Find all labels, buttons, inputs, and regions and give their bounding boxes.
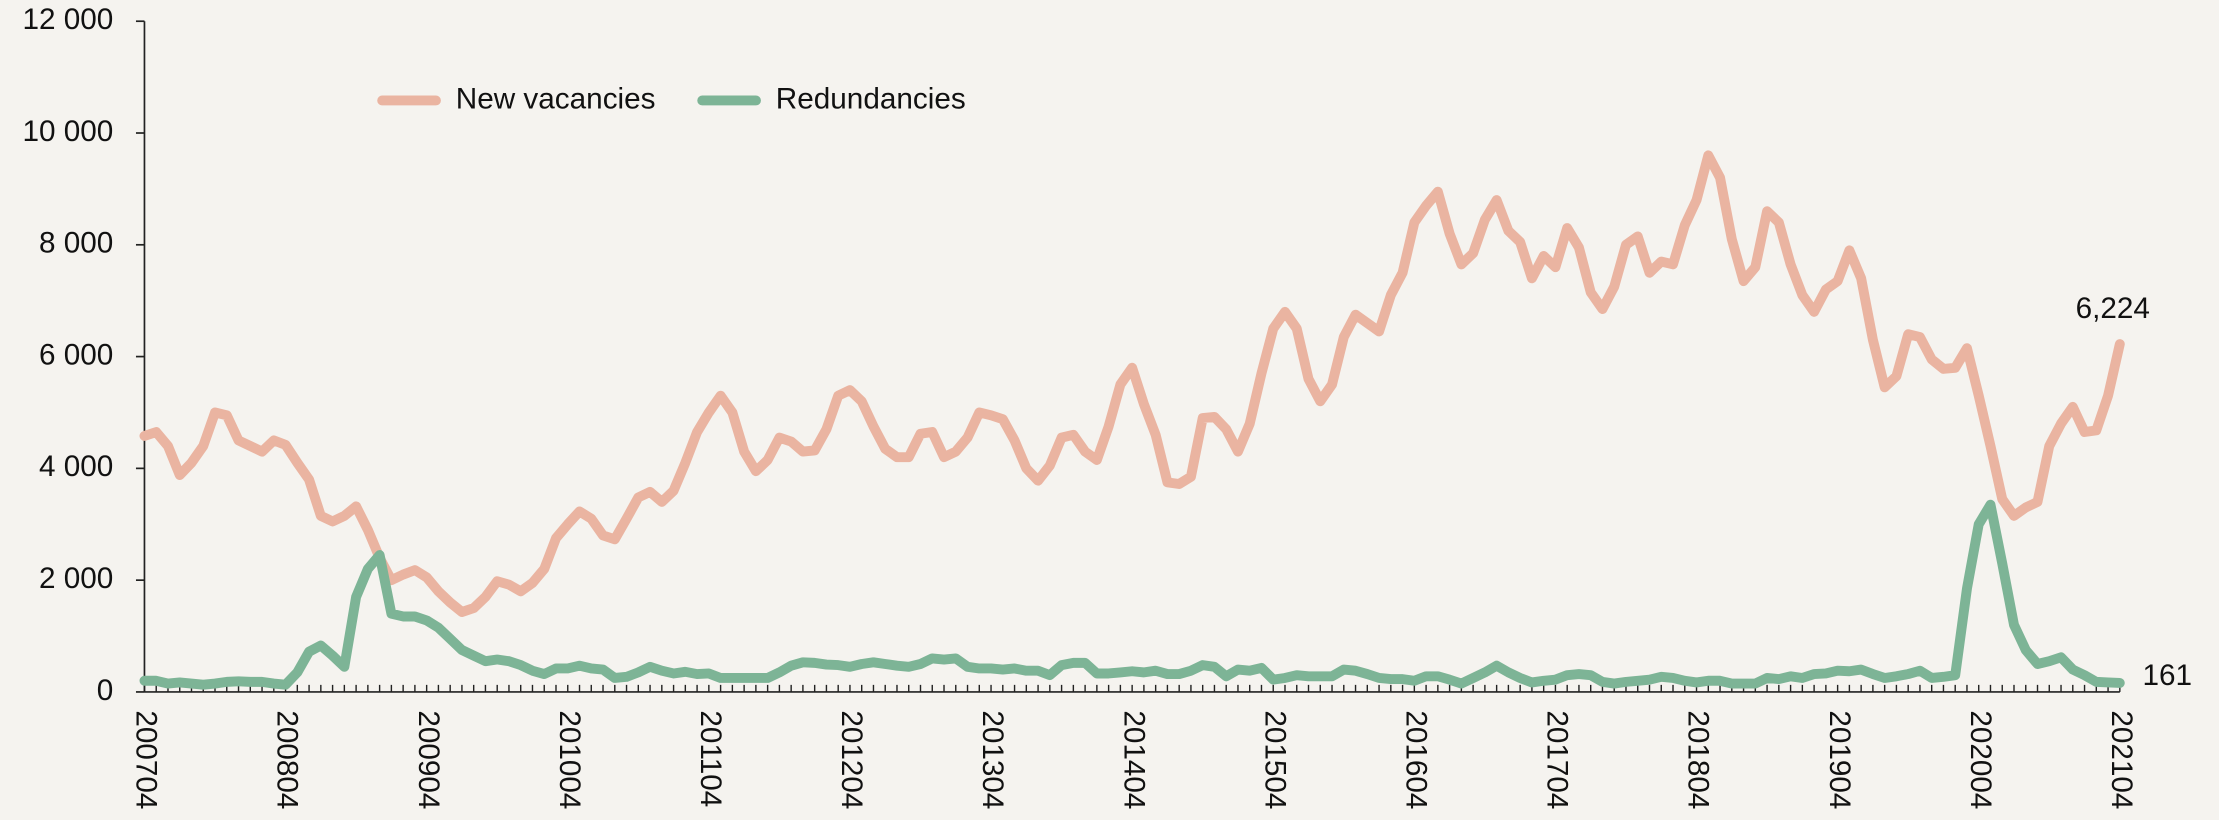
x-tick-label: 201404 [1117, 710, 1150, 809]
legend-label: New vacancies [456, 82, 656, 115]
y-tick-label: 6 000 [39, 338, 113, 371]
x-tick-label: 200904 [412, 710, 445, 809]
x-tick-label: 201304 [976, 710, 1009, 809]
legend-label: Redundancies [776, 82, 966, 115]
x-tick-label: 200704 [130, 710, 163, 809]
y-tick-label: 8 000 [39, 227, 113, 260]
y-tick-label: 10 000 [22, 115, 113, 148]
y-tick-label: 4 000 [39, 450, 113, 483]
x-tick-label: 202004 [1964, 710, 1997, 809]
y-tick-label: 0 [97, 674, 114, 707]
x-tick-label: 202104 [2105, 710, 2138, 809]
y-tick-label: 12 000 [22, 3, 113, 36]
x-tick-label: 201104 [694, 710, 727, 807]
data-label: 161 [2142, 659, 2192, 692]
x-tick-label: 201904 [1823, 710, 1856, 809]
data-label: 6,224 [2076, 292, 2150, 325]
y-tick-label: 2 000 [39, 562, 113, 595]
series-line [139, 150, 2125, 617]
x-tick-label: 201604 [1399, 710, 1432, 809]
series-line [139, 499, 2125, 690]
x-tick-label: 201204 [835, 710, 868, 809]
x-tick-label: 200804 [271, 710, 304, 809]
x-tick-label: 201504 [1258, 710, 1291, 809]
x-tick-label: 201004 [553, 710, 586, 809]
x-tick-label: 201804 [1682, 710, 1715, 809]
x-tick-label: 201704 [1541, 710, 1574, 809]
